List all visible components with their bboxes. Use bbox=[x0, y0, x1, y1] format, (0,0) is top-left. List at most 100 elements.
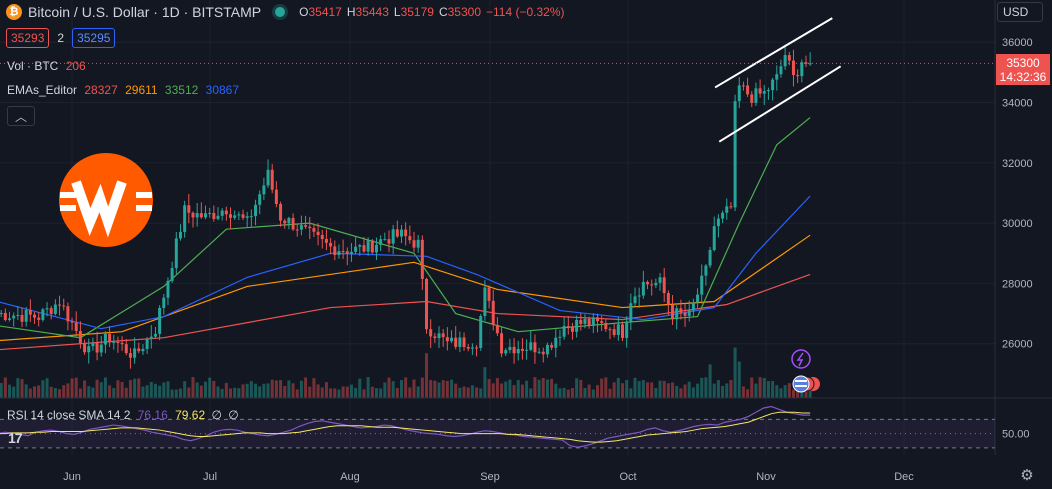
volume-bar bbox=[525, 380, 529, 398]
volume-bar bbox=[771, 381, 775, 398]
volume-bar bbox=[587, 384, 591, 398]
volume-bar bbox=[696, 383, 700, 398]
candle-body bbox=[37, 317, 41, 320]
candle-body bbox=[270, 169, 274, 190]
candle-body bbox=[462, 337, 466, 347]
candle-body bbox=[800, 62, 804, 77]
rsi-legend[interactable]: RSI 14 close SMA 14 2 76.16 79.62 ∅ ∅ bbox=[7, 408, 239, 422]
price-tick: 34000 bbox=[1002, 98, 1033, 110]
volume-bar bbox=[491, 383, 495, 398]
symbol-title[interactable]: Bitcoin / U.S. Dollar · 1D · BITSTAMP bbox=[28, 4, 262, 20]
volume-bar bbox=[725, 383, 729, 398]
volume-bar bbox=[324, 382, 328, 398]
candle-body bbox=[258, 194, 262, 205]
candle-body bbox=[220, 210, 224, 216]
volume-bar bbox=[187, 387, 191, 398]
volume-bar bbox=[666, 383, 670, 398]
candle-body bbox=[191, 212, 195, 218]
candle-body bbox=[20, 314, 24, 322]
candle-body bbox=[512, 346, 516, 354]
ema-value-2: 29611 bbox=[125, 83, 158, 97]
candle-body bbox=[116, 341, 120, 343]
volume-bar bbox=[566, 389, 570, 398]
candle-body bbox=[108, 333, 112, 343]
candle-body bbox=[595, 317, 599, 322]
volume-bar bbox=[116, 380, 120, 398]
candle-body bbox=[758, 88, 762, 94]
candle-body bbox=[103, 333, 107, 345]
rsi-sma-value: 79.62 bbox=[175, 408, 206, 422]
volume-bar bbox=[454, 383, 458, 398]
symbol-header[interactable]: ₿ Bitcoin / U.S. Dollar · 1D · BITSTAMP … bbox=[6, 2, 570, 22]
candle-body bbox=[700, 275, 704, 295]
time-axis[interactable]: Jun Jul Aug Sep Oct Nov Dec bbox=[63, 471, 914, 483]
volume-legend[interactable]: Vol · BTC 206 bbox=[7, 59, 86, 73]
candle-body bbox=[658, 277, 662, 283]
volume-bar bbox=[20, 379, 24, 398]
candle-body bbox=[391, 229, 395, 244]
candle-body bbox=[666, 293, 670, 305]
volume-bar bbox=[291, 383, 295, 398]
candle-body bbox=[775, 74, 779, 80]
volume-bar bbox=[8, 384, 12, 398]
candle-body bbox=[183, 205, 187, 232]
candle-body bbox=[345, 251, 349, 254]
volume-bar bbox=[654, 387, 658, 398]
volume-bar bbox=[662, 380, 666, 398]
buy-button[interactable]: 35295 bbox=[72, 28, 116, 48]
volume-bar bbox=[145, 385, 149, 398]
candle-body bbox=[583, 319, 587, 324]
candle-body bbox=[508, 346, 512, 351]
logo-badge bbox=[59, 153, 153, 247]
candle-body bbox=[412, 240, 416, 248]
candle-body bbox=[212, 212, 216, 219]
volume-bar bbox=[483, 367, 487, 398]
price-tick: 30000 bbox=[1002, 218, 1033, 230]
currency-selector[interactable]: USD bbox=[997, 2, 1043, 22]
sell-button[interactable]: 35293 bbox=[6, 28, 50, 48]
volume-bar bbox=[395, 387, 399, 398]
candle-body bbox=[0, 312, 3, 314]
volume-bar bbox=[650, 382, 654, 398]
trend-channel[interactable] bbox=[714, 17, 842, 143]
candle-body bbox=[712, 226, 716, 251]
event-icons[interactable] bbox=[791, 349, 820, 393]
ema-legend[interactable]: EMAs_Editor 28327 29611 33512 30867 bbox=[7, 83, 239, 97]
volume-bar bbox=[783, 385, 787, 398]
candle-body bbox=[533, 342, 537, 353]
volume-bar bbox=[450, 379, 454, 398]
volume-bar bbox=[575, 378, 579, 398]
market-open-icon bbox=[275, 7, 286, 17]
candle-body bbox=[796, 75, 800, 77]
volume-bar bbox=[591, 389, 595, 398]
volume-bar bbox=[612, 382, 616, 398]
candle-body bbox=[604, 322, 608, 330]
collapse-legend-button[interactable]: ︿ bbox=[7, 106, 35, 126]
candle-body bbox=[771, 79, 775, 91]
volume-bar bbox=[462, 386, 466, 398]
candle-body bbox=[383, 239, 387, 241]
candle-body bbox=[408, 236, 412, 241]
candle-body bbox=[625, 321, 629, 338]
volume-bar bbox=[158, 385, 162, 398]
candle-body bbox=[162, 297, 166, 308]
volume-bar bbox=[153, 383, 157, 398]
volume-bar bbox=[349, 384, 353, 398]
candle-body bbox=[683, 312, 687, 316]
volume-bar bbox=[512, 385, 516, 398]
candle-body bbox=[766, 90, 770, 92]
volume-bar bbox=[387, 377, 391, 398]
volume-bar bbox=[562, 387, 566, 398]
candle-body bbox=[725, 206, 729, 213]
settings-gear-icon[interactable]: ⚙ bbox=[1020, 467, 1034, 484]
candle-body bbox=[66, 306, 70, 322]
candle-body bbox=[8, 318, 12, 320]
volume-bar bbox=[87, 386, 91, 398]
time-tick: Jun bbox=[63, 471, 81, 483]
volume-bar bbox=[149, 381, 153, 398]
candle-body bbox=[579, 319, 583, 324]
volume-bar bbox=[124, 387, 128, 398]
ema-line bbox=[0, 273, 811, 351]
price-axis[interactable]: 26000 28000 30000 32000 34000 36000 bbox=[0, 0, 1033, 455]
